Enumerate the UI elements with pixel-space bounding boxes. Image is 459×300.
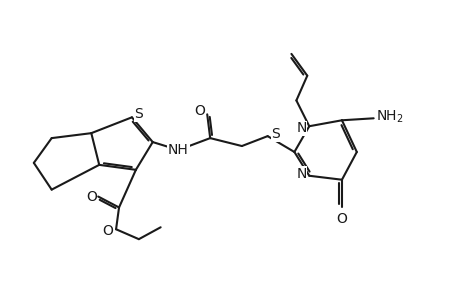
Text: S: S — [134, 107, 143, 121]
Text: N: N — [296, 167, 306, 181]
Text: NH$_2$: NH$_2$ — [375, 108, 403, 124]
Text: S: S — [271, 127, 280, 141]
Text: NH: NH — [168, 143, 189, 157]
Text: N: N — [296, 121, 306, 135]
Text: O: O — [336, 212, 347, 226]
Text: O: O — [86, 190, 96, 204]
Text: O: O — [193, 104, 204, 118]
Text: O: O — [102, 224, 113, 238]
